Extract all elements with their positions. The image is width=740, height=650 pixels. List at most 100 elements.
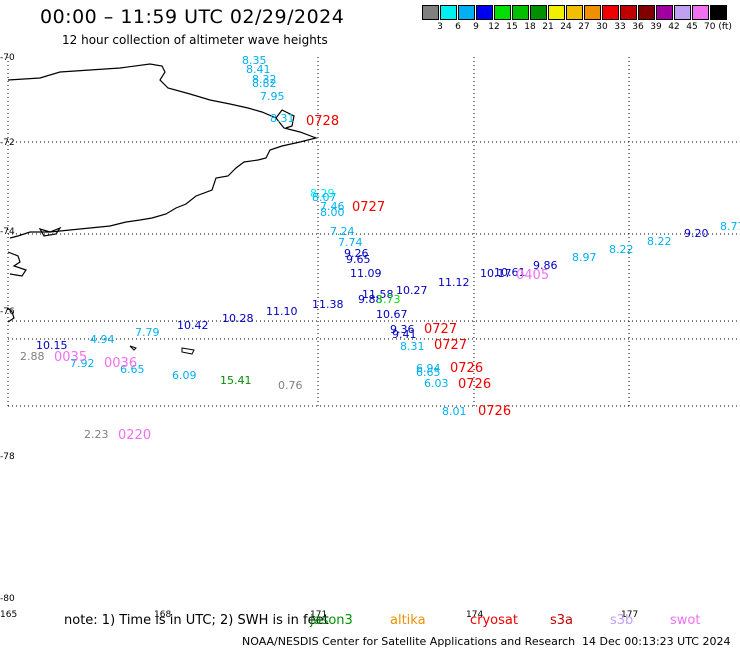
- color-scale-label: 18: [524, 22, 536, 32]
- latitude-label: -70: [0, 53, 15, 63]
- color-swatch: [440, 5, 457, 20]
- wave-height-value: 8.82: [252, 77, 277, 90]
- color-swatch: [494, 5, 511, 20]
- pass-time-label: 0726: [450, 361, 483, 376]
- wave-height-value: 10.28: [222, 312, 254, 325]
- latitude-labels: -70 -72 -74 -76 -78 -80: [0, 53, 15, 604]
- pass-time-label: 0728: [306, 114, 339, 129]
- wave-height-value: 6.09: [172, 369, 197, 382]
- color-scale-label: 45: [686, 22, 698, 32]
- page-subtitle: 12 hour collection of altimeter wave hei…: [62, 33, 328, 47]
- wave-height-value: 8.22: [647, 235, 672, 248]
- wave-height-value: 8.22: [609, 243, 634, 256]
- wave-height-value: 11.10: [266, 305, 298, 318]
- longitude-labels: 165 168 171 174 177: [0, 610, 638, 620]
- wave-height-value: 8.35: [242, 54, 267, 67]
- wave-height-value: 11.09: [350, 267, 382, 280]
- pass-time-label: 0727: [352, 200, 385, 215]
- color-swatch: [566, 5, 583, 20]
- pass-time-label: 0727: [424, 322, 457, 337]
- legend-entry-cryosat: cryosat: [470, 613, 518, 628]
- wave-height-value: 8.97: [572, 251, 597, 264]
- wave-height-value: 7.74: [338, 236, 363, 249]
- wave-height-value: 10.27: [396, 284, 428, 297]
- coastline: [7, 63, 319, 323]
- color-scale-label: 15: [506, 22, 518, 32]
- pass-time-label: 0036: [104, 356, 137, 371]
- wave-height-value: 6.94: [416, 362, 441, 375]
- wave-height-value: 7.92: [70, 357, 95, 370]
- latitude-label: -78: [0, 452, 15, 462]
- color-scale-label: 42: [668, 22, 680, 32]
- latitude-label: -74: [0, 227, 15, 237]
- wave-height-value: 6.03: [424, 377, 449, 390]
- footer-note: note: 1) Time is in UTC; 2) SWH is in fe…: [64, 613, 329, 628]
- color-swatch: [602, 5, 619, 20]
- wave-height-value: 8.41: [246, 63, 271, 76]
- islands: [129, 345, 195, 355]
- wave-height-value: 10.61: [494, 266, 526, 279]
- color-scale-label: 3: [437, 22, 443, 32]
- coastline-inlet: [38, 226, 62, 237]
- wave-height-value: 8.00: [320, 206, 345, 219]
- color-scale-label: 27: [578, 22, 590, 32]
- wave-height-value: 11.38: [312, 298, 344, 311]
- color-scale-label: 70 (ft): [704, 22, 732, 32]
- longitude-label: 171: [310, 610, 327, 620]
- wave-height-value: 15.41: [220, 374, 252, 387]
- wave-height-value: 9.36: [390, 323, 415, 336]
- color-scale-label: 33: [614, 22, 626, 32]
- coastline-siberia: [7, 63, 319, 239]
- latitude-label: -76: [0, 307, 15, 317]
- wave-height-value: 4.94: [90, 333, 115, 346]
- pass-time-label: 0035: [54, 350, 87, 365]
- color-swatch: [620, 5, 637, 20]
- wave-height-value: 9.26: [344, 247, 369, 260]
- wave-height-value: 8.77: [720, 220, 740, 233]
- pass-time-label: 0726: [478, 404, 511, 419]
- coastline-cape: [275, 109, 295, 129]
- latitude-label: -72: [0, 138, 15, 148]
- legend-entry-altika: altika: [390, 613, 426, 628]
- longitude-label: 177: [621, 610, 638, 620]
- wave-height-value: 7.79: [135, 326, 160, 339]
- wave-height-value: 6.65: [120, 363, 145, 376]
- pass-time-label: 0405: [516, 268, 549, 283]
- wave-height-value: 8.31: [400, 340, 425, 353]
- page-title: 00:00 – 11:59 UTC 02/29/2024: [40, 6, 345, 28]
- color-swatch: [476, 5, 493, 20]
- color-swatch: [530, 5, 547, 20]
- longitude-label: 165: [0, 610, 17, 620]
- color-scale-label: 30: [596, 22, 608, 32]
- graticule: [7, 57, 740, 407]
- wave-height-values: 8.358.418.328.827.95 8.31 8.298.077.468.00…: [20, 54, 740, 441]
- wave-height-value: 7.24: [330, 225, 355, 238]
- wave-height-value: 10.17: [480, 267, 512, 280]
- wave-height-value: 7.46: [320, 200, 345, 213]
- wave-height-value: 9.20: [684, 227, 709, 240]
- color-scale-label: 39: [650, 22, 662, 32]
- color-scale-label: 21: [542, 22, 554, 32]
- legend-entry-s3b: s3b: [610, 613, 634, 628]
- wave-height-value: 10.15: [36, 339, 68, 352]
- legend-entry-jason3: jason3: [310, 613, 353, 628]
- wave-height-value: 9.86: [533, 259, 558, 272]
- wave-height-value: 11.12: [438, 276, 470, 289]
- wave-height-value: 10.42: [177, 319, 209, 332]
- wave-height-value: 8.31: [270, 112, 295, 125]
- map-frame: [8, 57, 740, 603]
- pass-time-label: 0726: [458, 377, 491, 392]
- wave-height-value: 6.65: [416, 366, 441, 379]
- color-swatch: [458, 5, 475, 20]
- wave-height-value: 10.67: [376, 308, 408, 321]
- coastline-shore-south: [7, 307, 15, 323]
- color-swatch: [584, 5, 601, 20]
- color-scale-label: 24: [560, 22, 572, 32]
- wave-height-value: 8.07: [312, 191, 337, 204]
- wave-height-value: 3.73: [376, 293, 401, 306]
- wave-height-value: 8.32: [252, 73, 277, 86]
- wave-height-value: 8.29: [310, 187, 335, 200]
- wave-height-value: 8.01: [442, 405, 467, 418]
